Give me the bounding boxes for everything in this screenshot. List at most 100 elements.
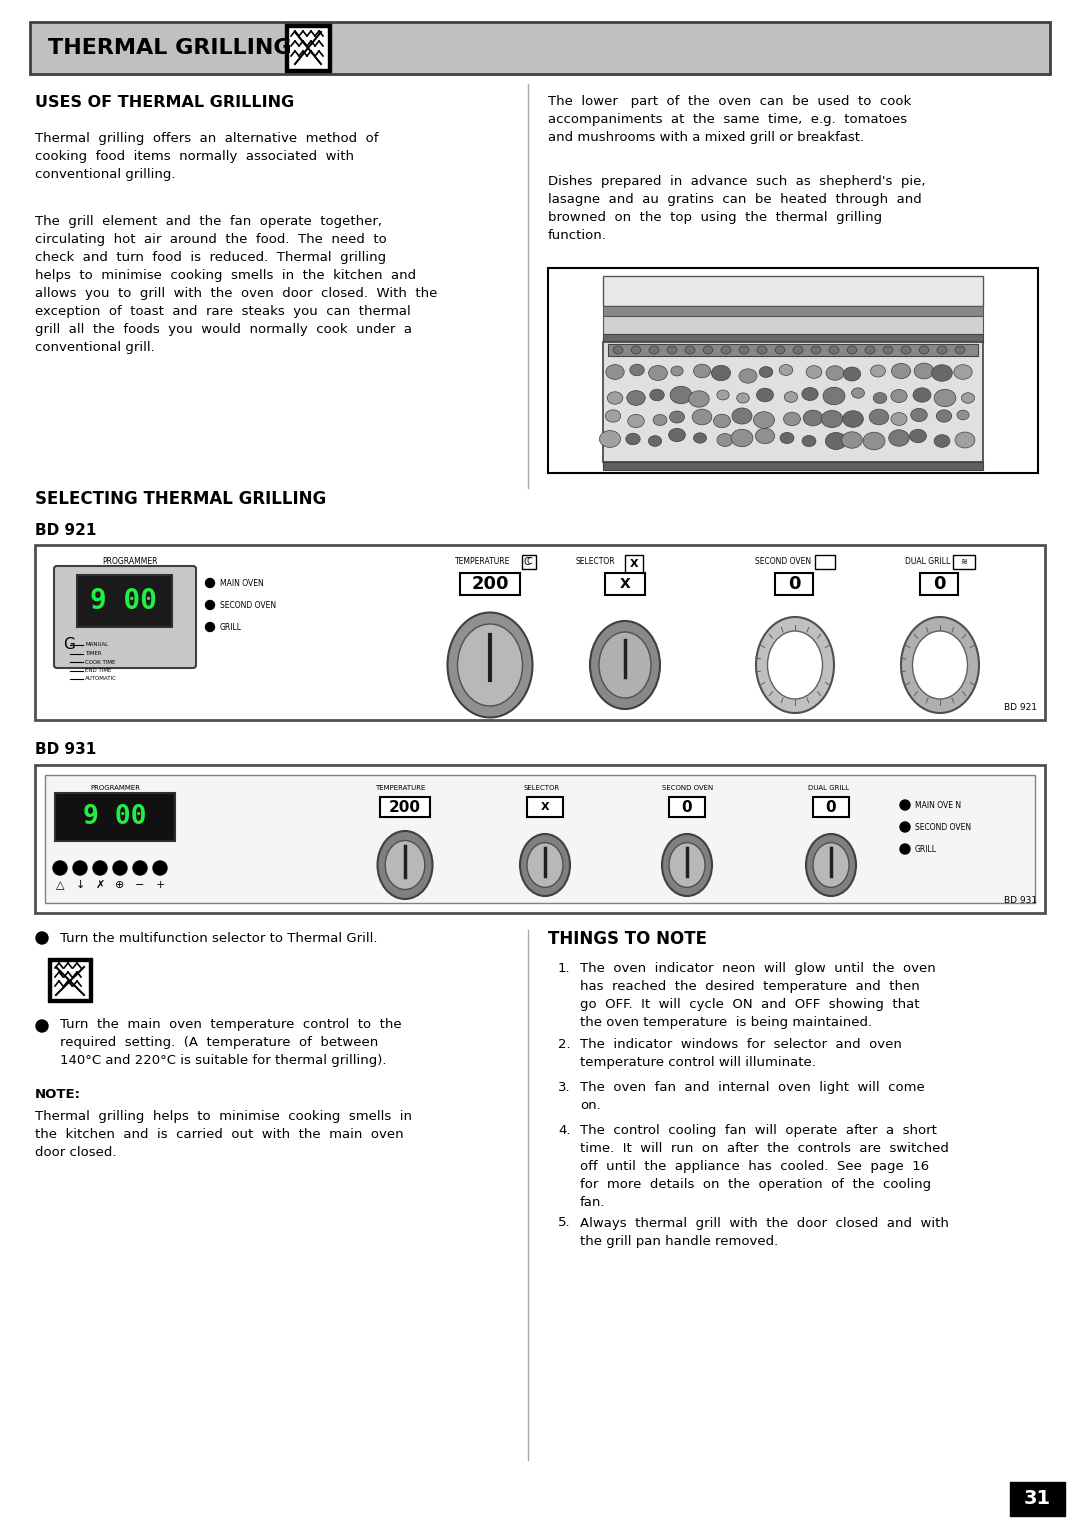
- Ellipse shape: [801, 388, 819, 400]
- Text: MAIN OVE N: MAIN OVE N: [915, 801, 961, 810]
- Text: 200: 200: [471, 575, 509, 593]
- Ellipse shape: [607, 391, 623, 405]
- Text: Always  thermal  grill  with  the  door  closed  and  with
the grill pan handle : Always thermal grill with the door close…: [580, 1216, 949, 1247]
- Bar: [288, 28, 328, 69]
- Ellipse shape: [649, 345, 659, 354]
- Circle shape: [205, 601, 215, 610]
- Ellipse shape: [662, 834, 712, 895]
- Text: BD 921: BD 921: [35, 523, 96, 538]
- Bar: [603, 335, 983, 342]
- Text: 9 00: 9 00: [91, 587, 158, 614]
- Text: Dishes  prepared  in  advance  such  as  shepherd's  pie,
lasagne  and  au  grat: Dishes prepared in advance such as sheph…: [548, 176, 926, 241]
- Ellipse shape: [937, 345, 947, 354]
- Circle shape: [36, 932, 48, 944]
- Bar: [603, 306, 983, 316]
- Circle shape: [73, 860, 87, 876]
- Text: 0: 0: [681, 799, 692, 814]
- Bar: [548, 267, 1038, 474]
- Ellipse shape: [627, 414, 645, 428]
- Text: Turn  the  main  oven  temperature  control  to  the
required  setting.  (A  tem: Turn the main oven temperature control t…: [60, 1018, 402, 1067]
- Ellipse shape: [599, 431, 621, 448]
- Ellipse shape: [732, 408, 752, 425]
- Ellipse shape: [739, 368, 757, 384]
- Ellipse shape: [693, 364, 711, 377]
- Text: 1.: 1.: [558, 963, 570, 975]
- Ellipse shape: [714, 414, 730, 428]
- Ellipse shape: [703, 345, 713, 354]
- Text: THINGS TO NOTE: THINGS TO NOTE: [548, 931, 707, 947]
- Ellipse shape: [793, 345, 804, 354]
- Text: USES OF THERMAL GRILLING: USES OF THERMAL GRILLING: [35, 95, 294, 110]
- Ellipse shape: [692, 410, 712, 425]
- Text: BD 931: BD 931: [1004, 895, 1037, 905]
- Ellipse shape: [870, 365, 886, 377]
- Text: 3.: 3.: [558, 1080, 570, 1094]
- Ellipse shape: [874, 393, 887, 403]
- Text: SECOND OVEN: SECOND OVEN: [662, 785, 713, 792]
- Ellipse shape: [712, 365, 730, 380]
- Text: TIMER: TIMER: [85, 651, 102, 656]
- Text: 5.: 5.: [558, 1216, 570, 1230]
- Bar: [45, 775, 1035, 903]
- Bar: [920, 573, 958, 594]
- Circle shape: [153, 860, 167, 876]
- Ellipse shape: [811, 345, 821, 354]
- Text: The  control  cooling  fan  will  operate  after  a  short
time.  It  will  run : The control cooling fan will operate aft…: [580, 1125, 949, 1209]
- Ellipse shape: [669, 842, 705, 888]
- Ellipse shape: [955, 432, 975, 448]
- Text: Turn the multifunction selector to Thermal Grill.: Turn the multifunction selector to Therm…: [60, 932, 378, 944]
- Ellipse shape: [775, 345, 785, 354]
- Ellipse shape: [883, 345, 893, 354]
- Text: 31: 31: [1024, 1490, 1051, 1508]
- Ellipse shape: [863, 432, 885, 449]
- Text: GRILL: GRILL: [915, 845, 937, 854]
- Ellipse shape: [802, 435, 815, 446]
- Text: TEMPERATURE: TEMPERATURE: [375, 785, 426, 792]
- Text: ≋: ≋: [960, 558, 968, 567]
- Ellipse shape: [670, 411, 685, 423]
- Text: ↓: ↓: [76, 880, 84, 889]
- Ellipse shape: [955, 345, 966, 354]
- Ellipse shape: [693, 432, 706, 443]
- Ellipse shape: [841, 432, 862, 448]
- Text: 0: 0: [787, 575, 800, 593]
- Ellipse shape: [378, 831, 432, 898]
- Ellipse shape: [631, 345, 642, 354]
- Text: X: X: [630, 559, 638, 568]
- Bar: [77, 575, 172, 626]
- Ellipse shape: [737, 393, 750, 403]
- Ellipse shape: [671, 367, 684, 376]
- Ellipse shape: [527, 842, 563, 888]
- Ellipse shape: [825, 432, 847, 449]
- Ellipse shape: [934, 434, 950, 448]
- Ellipse shape: [756, 617, 834, 714]
- Ellipse shape: [913, 388, 931, 402]
- Text: +: +: [156, 880, 164, 889]
- FancyBboxPatch shape: [54, 565, 195, 668]
- Bar: [625, 555, 643, 573]
- Ellipse shape: [784, 391, 798, 402]
- Ellipse shape: [821, 411, 842, 428]
- Ellipse shape: [813, 842, 849, 888]
- Text: ✗: ✗: [95, 880, 105, 889]
- Text: END TIME: END TIME: [85, 668, 111, 672]
- Ellipse shape: [806, 365, 822, 379]
- Ellipse shape: [919, 345, 929, 354]
- Ellipse shape: [757, 345, 767, 354]
- Ellipse shape: [447, 613, 532, 718]
- Text: SELECTOR: SELECTOR: [575, 558, 615, 565]
- Circle shape: [113, 860, 127, 876]
- Circle shape: [900, 843, 910, 854]
- Ellipse shape: [590, 620, 660, 709]
- Bar: [55, 567, 195, 668]
- Ellipse shape: [669, 428, 686, 442]
- Bar: [605, 573, 645, 594]
- Text: DUAL GRILL: DUAL GRILL: [905, 558, 950, 565]
- Ellipse shape: [901, 345, 912, 354]
- Text: The  oven  fan  and  internal  oven  light  will  come
on.: The oven fan and internal oven light wil…: [580, 1080, 924, 1112]
- Text: SELECTOR: SELECTOR: [523, 785, 559, 792]
- Ellipse shape: [717, 434, 733, 446]
- Ellipse shape: [961, 393, 974, 403]
- Ellipse shape: [717, 390, 729, 400]
- Text: The  lower   part  of  the  oven  can  be  used  to  cook
accompaniments  at  th: The lower part of the oven can be used t…: [548, 95, 912, 144]
